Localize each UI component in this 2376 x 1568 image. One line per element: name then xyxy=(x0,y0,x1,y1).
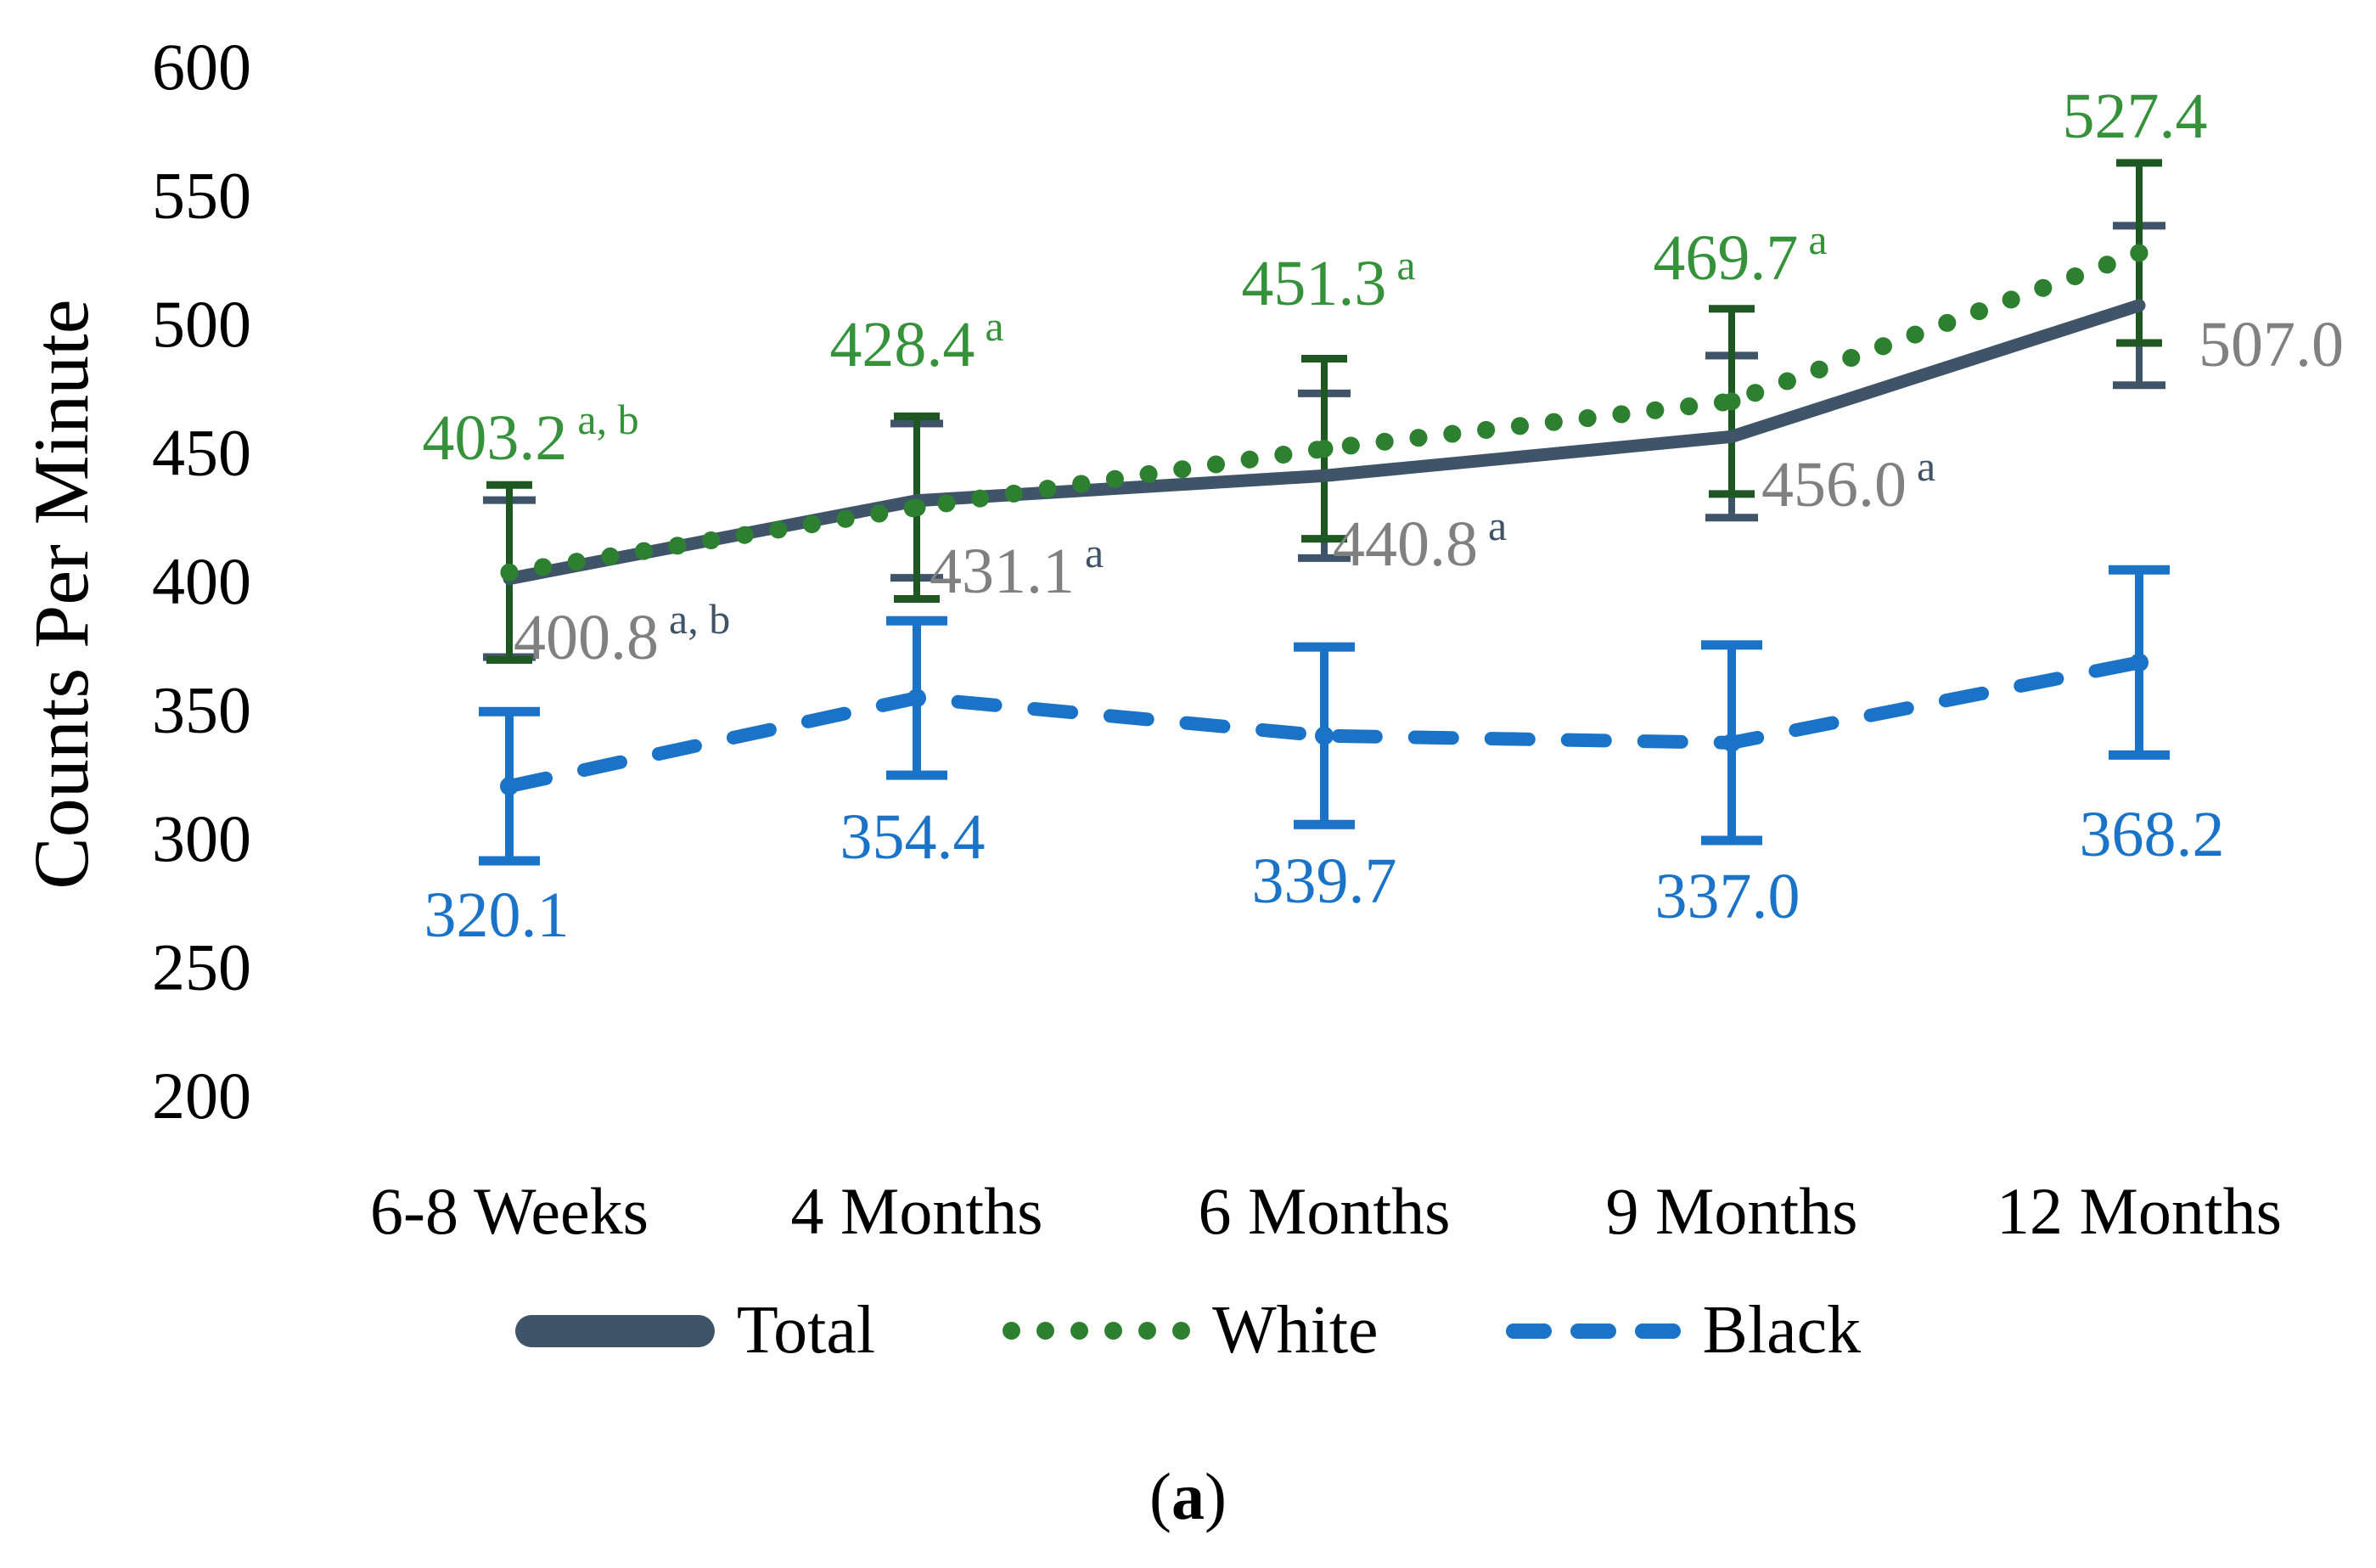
error-bars-black xyxy=(479,565,2170,866)
svg-text:350: 350 xyxy=(152,673,251,747)
svg-text:4 Months: 4 Months xyxy=(791,1174,1043,1248)
svg-text:320.1: 320.1 xyxy=(424,880,570,951)
svg-text:431.1a: 431.1 a xyxy=(930,529,1104,607)
svg-text:507.0: 507.0 xyxy=(2199,309,2344,380)
y-tick-labels: 200 250 300 350 400 450 500 550 600 xyxy=(152,30,251,1132)
markers-black xyxy=(500,653,2149,796)
legend-item-white: White xyxy=(1003,1292,1379,1369)
data-labels-white: 403.2 a, b 428.4 a 451.3 a 469.7 a 527.4 xyxy=(422,81,2207,474)
svg-text:9 Months: 9 Months xyxy=(1606,1174,1858,1248)
svg-text:6 Months: 6 Months xyxy=(1199,1174,1451,1248)
svg-text:527.4: 527.4 xyxy=(2063,81,2208,152)
total-line-swatch xyxy=(514,1314,715,1347)
svg-text:200: 200 xyxy=(152,1059,251,1132)
svg-text:400.8a, b: 400.8 a, b xyxy=(514,595,730,673)
svg-text:339.7: 339.7 xyxy=(1252,846,1397,917)
black-dashed-swatch xyxy=(1505,1323,1681,1339)
svg-text:12 Months: 12 Months xyxy=(1997,1174,2282,1248)
svg-text:300: 300 xyxy=(152,801,251,875)
svg-text:354.4: 354.4 xyxy=(840,801,986,873)
svg-text:403.2a, b: 403.2 a, b xyxy=(422,396,638,474)
data-labels-black: 320.1 354.4 339.7 337.0 368.2 xyxy=(424,799,2225,951)
svg-text:450: 450 xyxy=(152,416,251,490)
svg-text:440.8a: 440.8 a xyxy=(1333,502,1507,580)
error-bars-white xyxy=(486,159,2162,664)
white-dotted-swatch xyxy=(1003,1322,1191,1340)
svg-text:250: 250 xyxy=(152,930,251,1004)
svg-text:428.4a: 428.4 a xyxy=(829,302,1003,380)
legend-label-white: White xyxy=(1212,1293,1379,1368)
y-axis-title: Counts Per Minute xyxy=(18,299,104,889)
svg-text:368.2: 368.2 xyxy=(2080,799,2225,870)
svg-text:6-8 Weeks: 6-8 Weeks xyxy=(370,1174,649,1248)
svg-text:600: 600 xyxy=(152,30,251,104)
legend-item-total: Total xyxy=(514,1292,876,1369)
markers-white xyxy=(500,244,2149,582)
svg-text:500: 500 xyxy=(152,287,251,361)
legend-label-black: Black xyxy=(1702,1293,1862,1368)
svg-text:337.0: 337.0 xyxy=(1655,861,1800,932)
series-black-line xyxy=(503,655,2146,794)
legend-item-black: Black xyxy=(1505,1292,1862,1369)
x-category-labels: 6-8 Weeks 4 Months 6 Months 9 Months 12 Mont… xyxy=(370,1174,2282,1248)
svg-text:469.7a: 469.7 a xyxy=(1653,216,1827,294)
legend-label-total: Total xyxy=(736,1293,876,1368)
subfigure-caption: (a) xyxy=(1149,1459,1227,1533)
svg-text:456.0a: 456.0 a xyxy=(1761,442,1935,520)
data-labels-total: 400.8 a, b 431.1 a 440.8 a 456.0 a 507.0 xyxy=(514,309,2344,673)
legend: Total White Black xyxy=(0,1292,2376,1369)
svg-text:451.3a: 451.3 a xyxy=(1241,241,1415,319)
svg-text:400: 400 xyxy=(152,544,251,618)
svg-text:550: 550 xyxy=(152,159,251,233)
